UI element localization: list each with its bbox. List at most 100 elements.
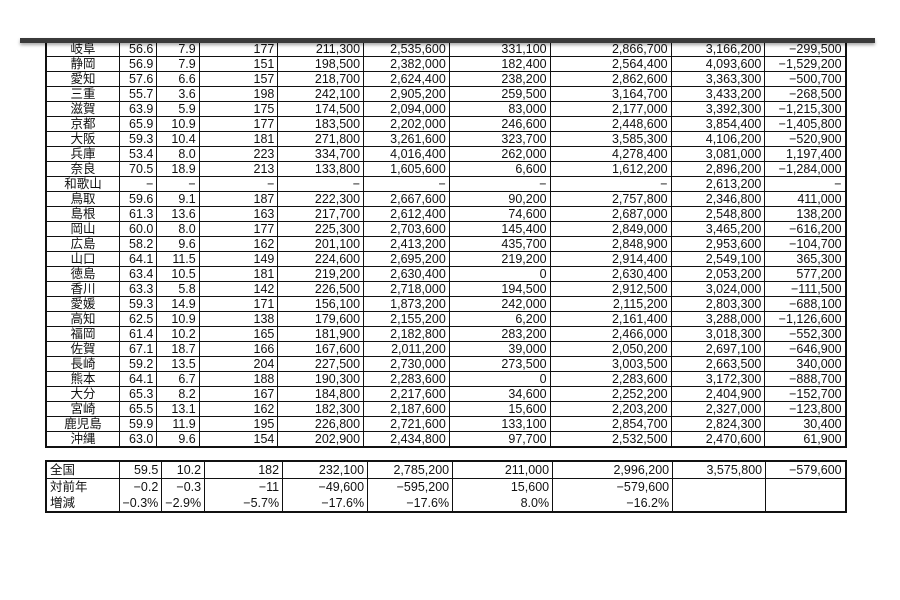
value-cell: −2.9% (161, 495, 206, 512)
value-cell: 2,404,900 (670, 386, 766, 402)
summary-label: 対前年 (45, 478, 120, 495)
value-cell: − (277, 176, 365, 192)
value-cell: 64.1 (119, 371, 158, 387)
prefecture-name: 宮崎 (45, 401, 121, 417)
value-cell: −888,700 (764, 371, 847, 387)
value-cell: − (764, 176, 847, 192)
value-cell: 157 (198, 71, 279, 87)
value-cell: 195 (198, 416, 279, 432)
value-cell: 2,849,000 (549, 221, 672, 237)
value-cell: −5.7% (204, 495, 284, 512)
value-cell: −49,600 (282, 478, 369, 495)
value-cell: 162 (198, 401, 279, 417)
value-cell: 2,252,200 (549, 386, 672, 402)
value-cell: 2,177,000 (549, 101, 672, 117)
prefecture-name: 兵庫 (45, 146, 121, 162)
value-cell: 63.0 (119, 431, 158, 448)
value-cell: 242,100 (277, 86, 365, 102)
value-cell: 63.9 (119, 101, 158, 117)
value-cell: 226,800 (277, 416, 365, 432)
value-cell: 217,700 (277, 206, 365, 222)
value-cell: 2,346,800 (670, 191, 766, 207)
table-row: 高知 62.5 10.9 138 179,600 2,155,200 6,200 2,161,… (45, 311, 847, 327)
value-cell: 219,200 (277, 266, 365, 282)
value-cell: 246,600 (448, 116, 551, 132)
value-cell: 138 (198, 311, 279, 327)
value-cell: −123,800 (764, 401, 847, 417)
report-page: 岐阜 56.6 7.9 177 211,300 2,535,600 331,100 2,866… (45, 40, 847, 513)
value-cell: −17.6% (367, 495, 454, 512)
value-cell: 0 (448, 371, 551, 387)
value-cell: −500,700 (764, 71, 847, 87)
value-cell: −111,500 (764, 281, 847, 297)
value-cell: −0.3% (118, 495, 163, 512)
value-cell: 2,630,400 (363, 266, 450, 282)
value-cell: 2,011,200 (363, 341, 450, 357)
value-cell: 2,161,400 (549, 311, 672, 327)
value-cell: 2,053,200 (670, 266, 766, 282)
value-cell: 74,600 (448, 206, 551, 222)
table-row: 広島 58.2 9.6 162 201,100 2,413,200 435,700 2,848… (45, 236, 847, 252)
prefecture-name: 大阪 (45, 131, 121, 147)
value-cell: 2,187,600 (363, 401, 450, 417)
value-cell: 3,172,300 (670, 371, 766, 387)
value-cell: 2,283,600 (363, 371, 450, 387)
value-cell: −16.2% (552, 495, 674, 512)
value-cell: 5.9 (156, 101, 200, 117)
value-cell: 182 (204, 461, 284, 479)
value-cell: 154 (198, 431, 279, 448)
value-cell: 83,000 (448, 101, 551, 117)
prefecture-name: 岡山 (45, 221, 121, 237)
value-cell: 242,000 (448, 296, 551, 312)
value-cell: 18.7 (156, 341, 200, 357)
value-cell: 8.0% (452, 495, 554, 512)
value-cell: 10.5 (156, 266, 200, 282)
prefecture-name: 京都 (45, 116, 121, 132)
national-summary-table: 全国 59.5 10.2 182 232,100 2,785,200 211,000 2,99… (45, 460, 847, 513)
value-cell: 177 (198, 221, 279, 237)
value-cell: 3,433,200 (670, 86, 766, 102)
value-cell: 435,700 (448, 236, 551, 252)
value-cell: 201,100 (277, 236, 365, 252)
value-cell: − (198, 176, 279, 192)
table-row: 岐阜 56.6 7.9 177 211,300 2,535,600 331,100 2,866… (45, 40, 847, 57)
table-row: 滋賀 63.9 5.9 175 174,500 2,094,000 83,000 2,177,… (45, 101, 847, 117)
value-cell: −0.2 (118, 478, 163, 495)
prefecture-name: 沖縄 (45, 431, 121, 448)
table-row: 香川 63.3 5.8 142 226,500 2,718,000 194,500 2,912… (45, 281, 847, 297)
value-cell: 156,100 (277, 296, 365, 312)
prefecture-name: 愛知 (45, 71, 121, 87)
table-row: 沖縄 63.0 9.6 154 202,900 2,434,800 97,700 2,532,… (45, 431, 847, 448)
value-cell: 58.2 (119, 236, 158, 252)
prefecture-name: 香川 (45, 281, 121, 297)
value-cell: 2,413,200 (363, 236, 450, 252)
value-cell: 331,100 (448, 40, 551, 57)
value-cell: −616,200 (764, 221, 847, 237)
value-cell: 3,392,300 (670, 101, 766, 117)
value-cell: 2,202,000 (363, 116, 450, 132)
value-cell: 2,217,600 (363, 386, 450, 402)
value-cell: −0.3 (161, 478, 206, 495)
value-cell: − (448, 176, 551, 192)
prefecture-name: 岐阜 (45, 40, 121, 57)
table-row: 和歌山 − − − − − − −2,613,200− (45, 176, 847, 192)
value-cell: 271,800 (277, 131, 365, 147)
value-cell: 39,000 (448, 341, 551, 357)
value-cell: 55.7 (119, 86, 158, 102)
value-cell: 145,400 (448, 221, 551, 237)
value-cell: 3,585,300 (549, 131, 672, 147)
value-cell: 60.0 (119, 221, 158, 237)
value-cell: 2,094,000 (363, 101, 450, 117)
value-cell: 227,500 (277, 356, 365, 372)
value-cell: 53.4 (119, 146, 158, 162)
value-cell: 97,700 (448, 431, 551, 448)
value-cell: 198 (198, 86, 279, 102)
value-cell: 65.9 (119, 116, 158, 132)
value-cell: 2,466,000 (549, 326, 672, 342)
value-cell: 283,200 (448, 326, 551, 342)
value-cell: 133,800 (277, 161, 365, 177)
value-cell: 3,166,200 (670, 40, 766, 57)
value-cell: 70.5 (119, 161, 158, 177)
value-cell: 174,500 (277, 101, 365, 117)
value-cell: 213 (198, 161, 279, 177)
